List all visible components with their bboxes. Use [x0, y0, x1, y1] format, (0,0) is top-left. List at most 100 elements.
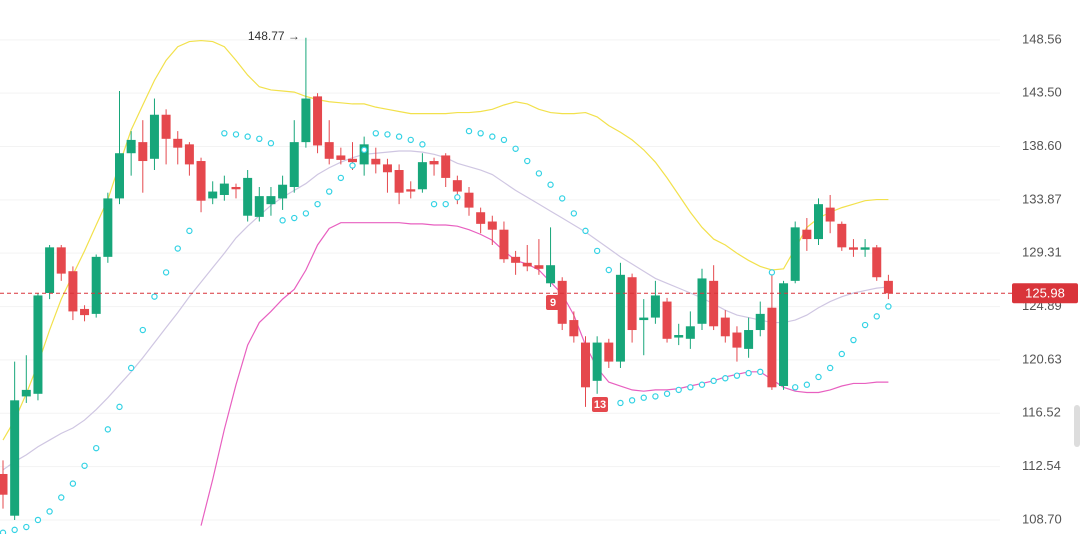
sar-dot — [384, 131, 391, 138]
sar-dot — [687, 384, 694, 391]
candle-body — [569, 320, 579, 337]
candle-body — [138, 142, 148, 162]
candle-body — [709, 280, 719, 327]
sar-dot — [559, 195, 566, 202]
candle-body — [208, 191, 218, 199]
sar-dot — [302, 210, 310, 217]
candle-body — [790, 227, 800, 281]
sar-dot — [314, 200, 321, 208]
sar-dot — [116, 403, 123, 411]
candle-body — [21, 389, 31, 397]
sar-dot — [803, 381, 811, 388]
candle-body — [336, 155, 346, 160]
candle-body — [732, 332, 742, 348]
y-tick-label: 108.70 — [1022, 511, 1062, 526]
y-tick-label: 120.63 — [1022, 351, 1062, 366]
candle-body — [499, 229, 509, 260]
sar-dot — [291, 214, 298, 222]
sar-dot — [256, 135, 263, 143]
sar-dot — [326, 188, 333, 195]
sar-dot — [792, 384, 799, 391]
sar-dot — [407, 136, 414, 144]
sar-dot — [0, 529, 7, 534]
sar-dot — [663, 390, 671, 397]
candle-body — [872, 247, 882, 278]
candle-body — [68, 271, 78, 312]
y-tick-label: 133.87 — [1022, 191, 1062, 206]
candle-body — [441, 155, 451, 178]
candle-body — [0, 473, 8, 495]
sar-dot — [733, 372, 741, 379]
candle-body — [278, 184, 288, 199]
candle-body — [394, 170, 404, 193]
sar-dot — [570, 210, 578, 217]
candle-body — [674, 335, 684, 338]
count-marker: 9 — [550, 297, 556, 309]
candle-body — [662, 301, 672, 339]
last-price-box — [1012, 283, 1078, 304]
y-tick-label: 148.56 — [1022, 31, 1062, 46]
candle-body — [231, 186, 241, 190]
sar-dot — [174, 245, 181, 252]
y-tick-label: 143.50 — [1022, 85, 1062, 100]
sar-dot — [162, 269, 170, 276]
sar-dot — [267, 140, 275, 147]
candle-body — [10, 400, 20, 516]
sar-dot — [372, 130, 379, 137]
candle-body — [604, 342, 614, 362]
sar-dot — [139, 326, 146, 334]
sar-dot — [698, 381, 706, 388]
candle-body — [546, 265, 556, 284]
candle-body — [452, 180, 462, 192]
sar-dot — [360, 146, 368, 154]
sar-dot — [395, 133, 403, 140]
candle-body — [80, 308, 90, 316]
sar-dot — [524, 157, 531, 165]
candle-body — [464, 192, 474, 208]
candle-body — [557, 280, 567, 324]
candle-body — [161, 114, 171, 139]
candle-body — [685, 326, 695, 339]
sar-dot — [127, 364, 135, 372]
sar-dot — [535, 170, 543, 177]
sar-dot — [465, 127, 473, 135]
candle-body — [406, 189, 416, 192]
candle-body — [196, 161, 206, 201]
candle-body — [33, 295, 43, 394]
candle-body — [103, 198, 113, 257]
sar-dot — [500, 136, 508, 144]
candle-body — [301, 98, 311, 143]
candle-body — [697, 278, 707, 324]
candle-body — [91, 256, 101, 314]
candle-body — [767, 307, 777, 388]
candle-body — [860, 247, 870, 250]
candle-body — [744, 330, 754, 349]
y-tick-label: 138.60 — [1022, 138, 1062, 153]
candle-body — [487, 221, 497, 230]
scroll-handle[interactable] — [1074, 405, 1080, 447]
sar-dot — [419, 141, 426, 148]
candle-body — [802, 229, 812, 240]
candle-body — [56, 247, 66, 274]
sar-dot — [593, 247, 601, 255]
sar-dot — [430, 200, 438, 208]
candle-body — [592, 342, 602, 381]
candle-body — [581, 342, 590, 388]
sar-dot — [640, 394, 647, 401]
candle-body — [359, 144, 369, 165]
count-marker: 13 — [594, 399, 606, 411]
sar-dot — [11, 526, 18, 534]
sar-dot — [46, 508, 53, 515]
sar-dot — [279, 217, 286, 224]
sar-dot — [582, 227, 589, 235]
sar-dot — [815, 373, 822, 381]
candle-body — [243, 177, 253, 216]
sar-dot — [768, 269, 776, 276]
sar-dot — [861, 321, 869, 329]
candle-body — [266, 196, 276, 205]
candle-body — [511, 256, 521, 263]
candle-body — [522, 262, 532, 267]
sar-dot — [605, 266, 613, 274]
overlay-line — [2, 39, 889, 441]
